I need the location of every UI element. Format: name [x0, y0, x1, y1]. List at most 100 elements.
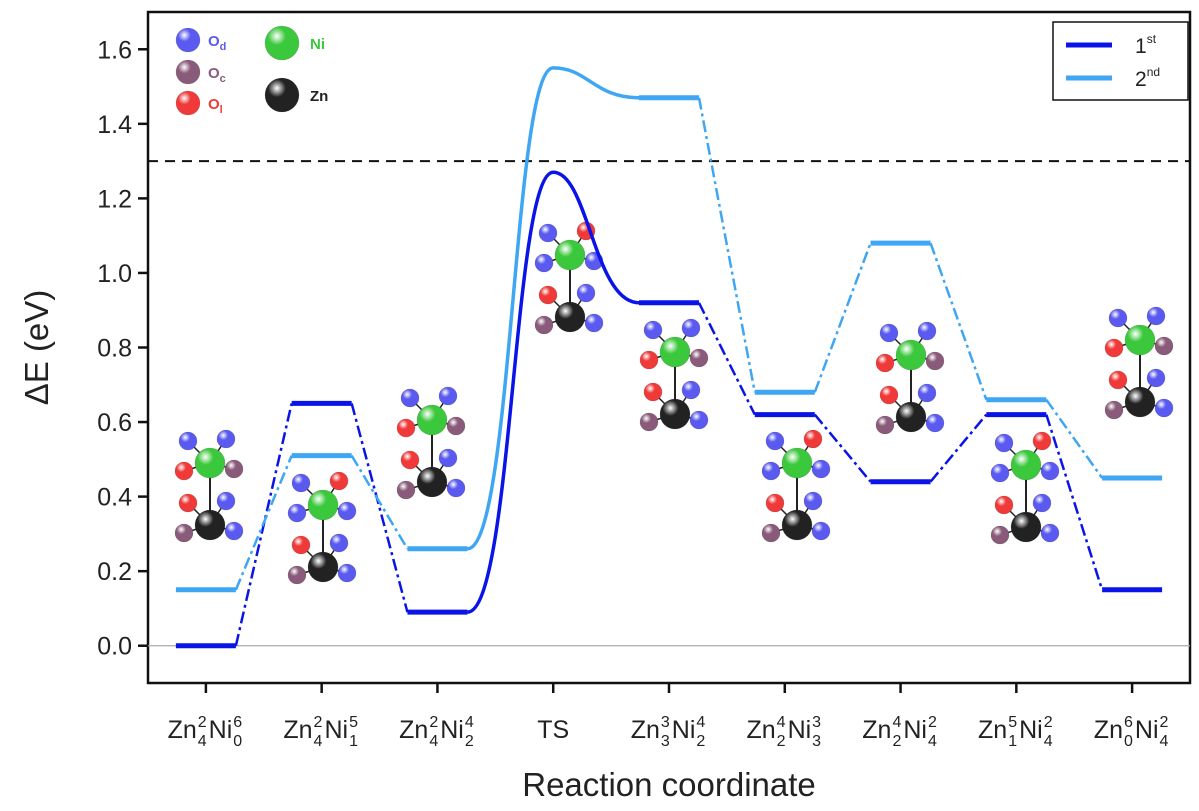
x-tick-label: Zn 24 Ni 42 [399, 714, 474, 750]
subscript: 4 [314, 733, 323, 750]
superscript: 3 [812, 714, 821, 731]
superscript: 3 [661, 714, 670, 731]
atom [875, 353, 895, 373]
atom [811, 521, 831, 541]
atom [291, 473, 311, 493]
x-tick-label: Zn 2 4 Ni 6 0 [168, 714, 243, 750]
superscript: 2 [928, 714, 937, 731]
atom-legend-label: Ni [310, 36, 325, 53]
atom [174, 461, 194, 481]
atom [895, 401, 927, 433]
atom [879, 323, 899, 343]
subscript: 4 [429, 733, 438, 750]
atom [689, 348, 709, 368]
atom-legend-label: Zn [310, 88, 328, 105]
superscript: 4 [465, 714, 474, 731]
subscript: 2 [777, 733, 786, 750]
atom [917, 321, 937, 341]
atom [224, 459, 244, 479]
atom [639, 412, 659, 432]
element-symbol: Zn [283, 716, 312, 744]
element-symbol: Zn [631, 716, 660, 744]
atom [895, 339, 927, 371]
y-tick-label: 0.4 [97, 484, 132, 512]
atom [175, 90, 201, 116]
atom [194, 447, 226, 479]
subscript: 4 [1160, 733, 1169, 750]
atom [337, 501, 357, 521]
element-symbol: Ni [440, 716, 464, 744]
superscript: 6 [233, 714, 242, 731]
subscript: 2 [696, 733, 705, 750]
y-tick-label: 1.4 [97, 111, 132, 139]
element-symbol: Ni [788, 716, 812, 744]
atom [803, 429, 823, 449]
y-tick-label: 1.6 [97, 36, 132, 64]
atom [994, 495, 1014, 515]
atom [400, 388, 420, 408]
x-tick-label: Zn 3 3 Ni 4 2 [631, 714, 706, 750]
atom [416, 466, 448, 498]
y-tick-label: 1.2 [97, 185, 132, 213]
subscript: 4 [1044, 733, 1053, 750]
atom [643, 320, 663, 340]
atom [925, 351, 945, 371]
atom [396, 418, 416, 438]
connector [813, 242, 872, 393]
atom [175, 59, 201, 85]
atom [438, 448, 458, 468]
atom [264, 25, 300, 61]
atom [538, 285, 558, 305]
atom [584, 313, 604, 333]
legend-label: 1st [1135, 32, 1157, 58]
atom [1040, 523, 1060, 543]
atom [1146, 306, 1166, 326]
superscript: 2 [314, 714, 323, 731]
ts-curve [466, 66, 640, 551]
atom [538, 223, 558, 243]
atom [875, 415, 895, 435]
atom [416, 404, 448, 436]
subscript: 0 [1124, 733, 1133, 750]
atom [689, 410, 709, 430]
element-symbol: Zn [746, 716, 775, 744]
atom [990, 463, 1010, 483]
subscript: 1 [349, 733, 358, 750]
atom [643, 382, 663, 402]
connector [929, 242, 988, 401]
y-tick-label: 0.6 [97, 409, 132, 437]
atom [925, 413, 945, 433]
x-tick-label: TS [537, 716, 569, 744]
atom [1104, 400, 1124, 420]
element-symbol: Ni [903, 716, 927, 744]
atom [400, 450, 420, 470]
atom-legend-label: Oc [208, 65, 226, 85]
atom [1108, 370, 1128, 390]
atom [194, 509, 226, 541]
connector [234, 455, 293, 591]
legend-box [1052, 21, 1189, 101]
atom [438, 386, 458, 406]
superscript: 4 [777, 714, 786, 731]
atom [781, 509, 813, 541]
atom [174, 523, 194, 543]
atom [803, 491, 823, 511]
atom [1032, 493, 1052, 513]
atom [576, 283, 596, 303]
atom [287, 565, 307, 585]
superscript: 2 [198, 714, 207, 731]
x-tick-label: Zn 4 2 Ni 3 3 [746, 714, 821, 750]
atom [329, 533, 349, 553]
atom [534, 315, 554, 335]
element-symbol: Zn [1094, 716, 1123, 744]
connector [697, 302, 756, 416]
atom [761, 461, 781, 481]
atom [178, 431, 198, 451]
atom [1124, 386, 1156, 418]
atom [811, 459, 831, 479]
element-symbol: Zn [399, 716, 428, 744]
legend-label: 2nd [1135, 65, 1160, 91]
atom [446, 416, 466, 436]
subscript: 3 [812, 733, 821, 750]
connector [350, 403, 409, 613]
